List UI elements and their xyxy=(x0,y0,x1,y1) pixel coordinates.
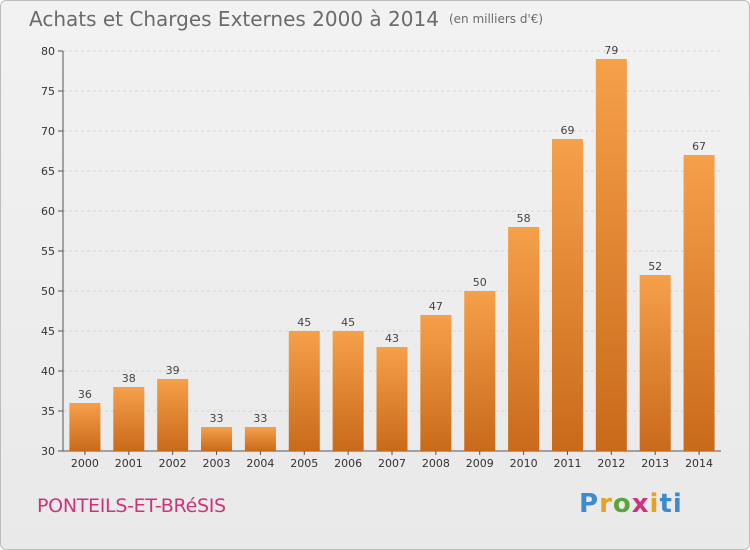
data-label: 67 xyxy=(692,140,706,153)
y-tick-label: 60 xyxy=(41,205,55,218)
data-label: 52 xyxy=(648,260,662,273)
x-tick-label: 2001 xyxy=(115,457,143,470)
chart-title: Achats et Charges Externes 2000 à 2014 (e… xyxy=(29,7,543,31)
data-label: 33 xyxy=(253,412,267,425)
data-label: 36 xyxy=(78,388,92,401)
bar xyxy=(69,403,101,451)
data-label: 69 xyxy=(560,124,574,137)
bar xyxy=(464,291,496,451)
x-tick-label: 2014 xyxy=(685,457,713,470)
proxiti-logo: Proxiti xyxy=(579,489,683,519)
y-tick-label: 75 xyxy=(41,85,55,98)
bars xyxy=(69,59,715,451)
chart-title-text: Achats et Charges Externes 2000 à 2014 xyxy=(29,7,439,31)
x-tick-label: 2012 xyxy=(597,457,625,470)
data-label: 79 xyxy=(604,44,618,57)
x-tick-label: 2008 xyxy=(422,457,450,470)
y-tick-label: 70 xyxy=(41,125,55,138)
x-tick-label: 2006 xyxy=(334,457,362,470)
data-label: 43 xyxy=(385,332,399,345)
bar xyxy=(201,427,233,451)
bar xyxy=(683,155,715,451)
x-tick-label: 2004 xyxy=(246,457,274,470)
bar xyxy=(244,427,276,451)
data-label: 38 xyxy=(122,372,136,385)
data-label: 47 xyxy=(429,300,443,313)
y-tick-label: 80 xyxy=(41,45,55,58)
x-tick-label: 2010 xyxy=(510,457,538,470)
y-tick-label: 65 xyxy=(41,165,55,178)
bar xyxy=(113,387,145,451)
bar xyxy=(288,331,320,451)
chart-unit: (en milliers d'€) xyxy=(448,12,544,26)
data-label: 50 xyxy=(473,276,487,289)
y-tick-label: 45 xyxy=(41,325,55,338)
y-tick-label: 50 xyxy=(41,285,55,298)
x-tick-label: 2003 xyxy=(203,457,231,470)
data-label: 45 xyxy=(341,316,355,329)
x-tick-label: 2002 xyxy=(159,457,187,470)
bar xyxy=(420,315,452,451)
x-tick-label: 2007 xyxy=(378,457,406,470)
data-label: 58 xyxy=(517,212,531,225)
x-tick-label: 2005 xyxy=(290,457,318,470)
commune-name: PONTEILS-ET-BRéSIS xyxy=(37,495,226,517)
bar xyxy=(639,275,671,451)
data-label: 39 xyxy=(166,364,180,377)
y-tick-label: 55 xyxy=(41,245,55,258)
x-tick-label: 2013 xyxy=(641,457,669,470)
bar xyxy=(332,331,364,451)
bar xyxy=(595,59,627,451)
bar xyxy=(157,379,189,451)
labels: 36 2000 38 2001 39 2002 33 2003 33 2004 45 2005 45 20… xyxy=(71,44,713,470)
bar xyxy=(508,227,540,451)
y-tick-label: 35 xyxy=(41,405,55,418)
data-label: 45 xyxy=(297,316,311,329)
x-tick-label: 2009 xyxy=(466,457,494,470)
x-tick-label: 2011 xyxy=(553,457,581,470)
y-tick-label: 40 xyxy=(41,365,55,378)
axes: 30 35 40 45 50 55 60 65 70 75 80 xyxy=(41,45,721,458)
y-tick-label: 30 xyxy=(41,445,55,458)
x-tick-label: 2000 xyxy=(71,457,99,470)
bar xyxy=(376,347,408,451)
data-label: 33 xyxy=(210,412,224,425)
bar xyxy=(551,139,583,451)
